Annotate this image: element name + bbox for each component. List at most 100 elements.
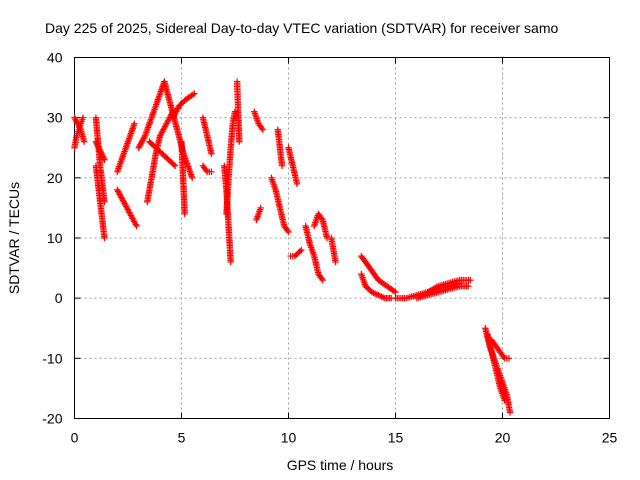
data-trace (318, 215, 325, 222)
series-arc-26 (310, 210, 331, 242)
data-trace (95, 144, 102, 151)
series-arc-32 (424, 276, 474, 296)
data-point (278, 162, 286, 169)
data-trace (97, 149, 105, 156)
data-point (259, 126, 267, 133)
data-point (293, 180, 301, 188)
data-point (506, 409, 514, 416)
axis-ticks: 0 5 10 15 20 25 -20 -10 0 10 20 30 40 (42, 50, 617, 446)
data-point (189, 174, 196, 182)
data-trace (433, 283, 440, 291)
data-trace (93, 140, 100, 147)
data-point (79, 114, 87, 121)
data-point (80, 138, 88, 145)
y-tick-label: -20 (42, 411, 62, 427)
data-trace (99, 152, 106, 159)
series-arc-35 (484, 331, 508, 404)
data-trace (189, 91, 197, 98)
x-tick-label: 15 (388, 430, 404, 446)
series-arc-18 (233, 78, 243, 145)
data-point (181, 210, 188, 218)
x-tick-label: 0 (71, 430, 79, 446)
data-trace (99, 153, 107, 160)
series-arc-15 (199, 162, 215, 176)
data-trace (500, 353, 507, 361)
series-arc-6 (114, 120, 138, 176)
data-trace (94, 143, 102, 150)
x-tick-label: 25 (602, 430, 618, 446)
data-point (101, 234, 108, 242)
y-tick-label: 0 (55, 290, 63, 306)
data-trace (390, 287, 398, 295)
data-trace (96, 146, 103, 153)
data-trace (98, 150, 105, 157)
series-arc-25 (302, 222, 326, 284)
series-arc-20 (253, 204, 264, 224)
data-point (298, 246, 305, 254)
data-trace (132, 221, 139, 228)
x-tick-label: 20 (495, 430, 511, 446)
series-arc-19 (251, 108, 267, 133)
data-point (92, 138, 100, 145)
y-tick-label: 40 (47, 50, 63, 66)
data-trace (100, 155, 107, 162)
series-arc-5 (92, 138, 108, 163)
x-tick-label: 5 (178, 430, 186, 446)
data-point (208, 150, 215, 157)
series-arc-4 (92, 162, 108, 242)
series-arc-27 (328, 234, 339, 266)
chart-title: Day 225 of 2025, Sidereal Day-to-day VTE… (45, 20, 558, 36)
data-point (319, 276, 326, 284)
series-arc-12 (169, 90, 198, 121)
data-point (227, 258, 234, 266)
data-trace (202, 167, 210, 174)
data-trace (318, 275, 325, 282)
series-arc-2 (71, 114, 88, 145)
data-point (236, 138, 243, 145)
series-arc-29 (358, 252, 399, 296)
series-arc-31 (413, 282, 472, 302)
series-arc-23 (285, 144, 301, 188)
series-arc-22 (274, 126, 286, 169)
data-trace (170, 161, 177, 168)
series-arc-14 (199, 114, 215, 157)
data-point (257, 204, 264, 212)
series-arc-10 (146, 138, 179, 169)
x-tick-label: 10 (281, 430, 297, 446)
data-point (285, 228, 292, 236)
data-point (191, 90, 198, 97)
data-trace (94, 141, 101, 148)
data-point (96, 147, 104, 154)
y-tick-label: 30 (47, 110, 63, 126)
data-point (171, 162, 179, 169)
y-tick-label: -10 (42, 350, 62, 366)
data-point (131, 120, 138, 127)
data-point (501, 397, 508, 404)
series-arc-28 (358, 270, 395, 302)
grid (74, 57, 610, 419)
data-trace (296, 248, 304, 255)
y-tick-label: 10 (47, 230, 63, 246)
data-marks (71, 78, 514, 416)
series-arc-24 (287, 246, 305, 260)
data-point (332, 258, 339, 266)
data-trace (284, 227, 291, 234)
data-point (133, 222, 140, 230)
data-trace (76, 125, 84, 132)
series-arc-9 (144, 108, 177, 206)
data-trace (141, 134, 148, 141)
series-arc-34 (488, 337, 513, 362)
y-axis-title: SDTVAR / TECUs (6, 182, 22, 294)
data-point (465, 282, 472, 290)
data-point (208, 168, 215, 176)
data-point (505, 355, 513, 362)
series-arc-7 (114, 186, 140, 230)
series-arc-8 (135, 78, 168, 151)
series-arc-21 (268, 174, 292, 236)
series-arc-13 (178, 138, 188, 218)
data-trace (258, 125, 265, 132)
data-point (101, 156, 108, 163)
series-arc-17 (221, 162, 234, 266)
y-tick-label: 20 (47, 170, 63, 186)
